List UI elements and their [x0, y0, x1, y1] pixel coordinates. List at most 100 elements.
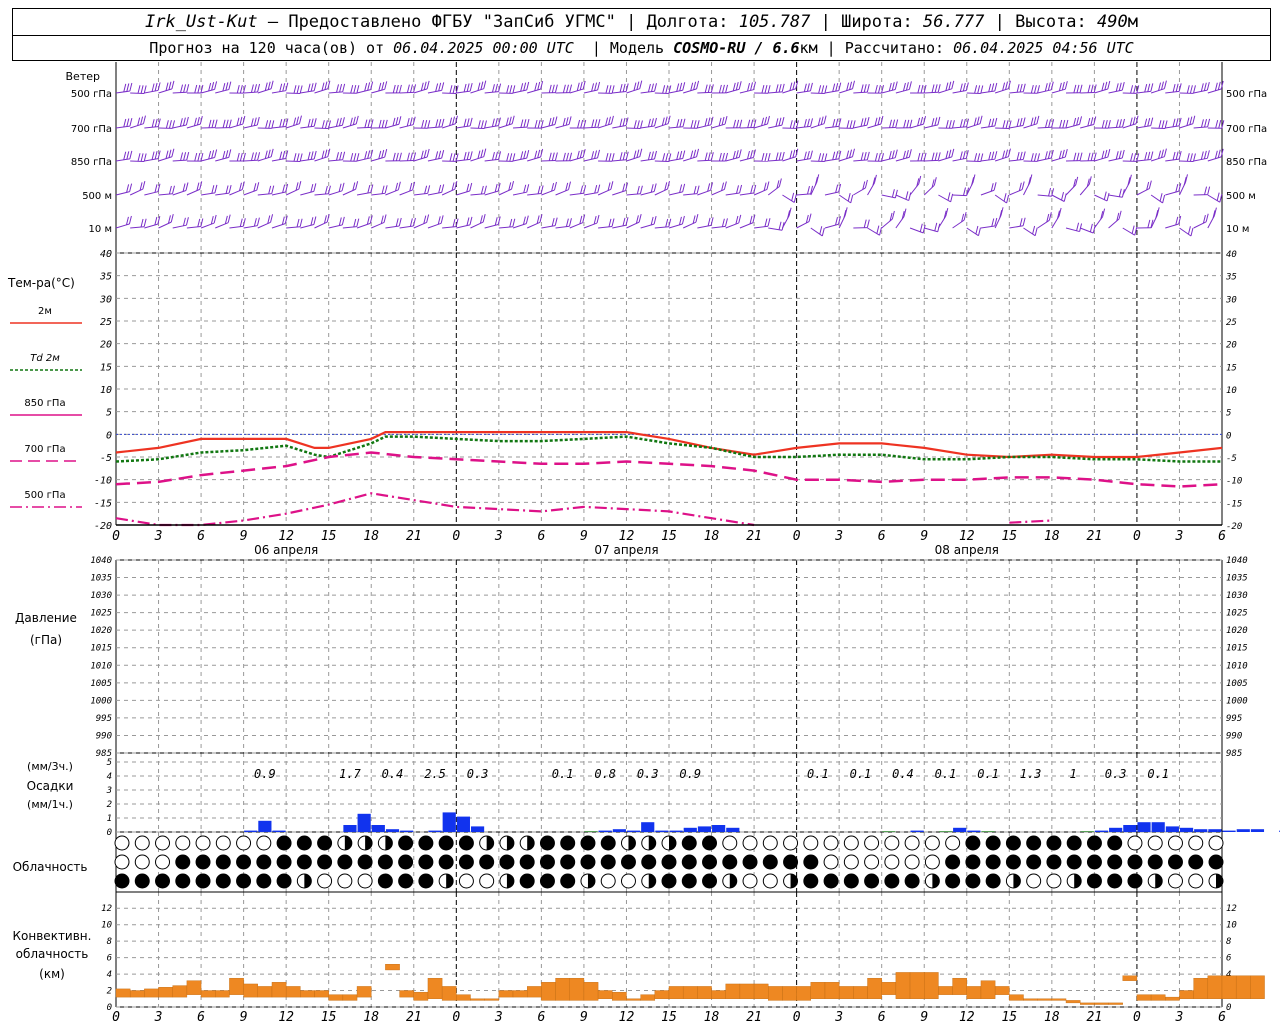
wind-barb-feather	[931, 152, 935, 161]
wind-barb-feather	[608, 116, 612, 125]
wind-barb-feather	[979, 115, 983, 124]
wind-barb-feather	[577, 119, 581, 129]
cloud-symbol	[924, 835, 940, 851]
cloud-symbol	[965, 854, 981, 870]
wind-barb-feather	[1192, 153, 1196, 162]
wind-barb-shaft	[569, 88, 584, 94]
wind-barb-feather	[846, 120, 850, 129]
wind-barb-feather	[778, 178, 782, 187]
wind-barb-feather	[568, 218, 572, 227]
wind-barb-feather	[682, 150, 686, 159]
wind-barb-feather	[183, 152, 187, 161]
cloud-symbol-half	[446, 874, 454, 888]
wind-barb-feather	[639, 148, 643, 157]
wind-barb-feather	[888, 82, 892, 92]
wind-barb-feather	[186, 84, 190, 93]
wind-barb-feather	[789, 150, 793, 159]
wind-barb-shaft	[385, 225, 400, 229]
wind-barb-feather	[426, 214, 430, 223]
wind-barb-shaft	[626, 221, 640, 229]
wind-barb-feather	[562, 152, 566, 161]
precip-unit-1h: (мм/1ч.)	[27, 798, 73, 811]
wind-barb-feather	[137, 85, 141, 94]
wind-barb-shaft	[130, 226, 145, 229]
wind-barb-feather	[1200, 83, 1204, 92]
cloud-symbol	[1026, 873, 1042, 889]
wind-barb-feather	[1159, 193, 1163, 202]
wind-barb-feather	[1144, 118, 1148, 127]
wind-barb-feather	[1032, 225, 1036, 235]
wind-barb-feather	[763, 182, 767, 191]
wind-barb-feather	[210, 216, 214, 225]
wind-barb-feather	[239, 218, 243, 227]
wind-barb-shaft	[286, 226, 301, 229]
precip-bar	[456, 816, 470, 832]
wind-barb-shaft	[796, 158, 811, 162]
wind-barb-feather	[293, 153, 297, 162]
wind-barb-feather	[880, 115, 884, 125]
precip-3h-label: 0.1	[935, 767, 957, 781]
precip-3h-label: 0.1	[807, 767, 829, 781]
wind-barb-feather	[236, 152, 240, 162]
wind-barb-feather	[891, 82, 895, 91]
wind-barb-feather	[483, 185, 487, 194]
wind-barb-feather	[894, 189, 898, 199]
wind-barb-feather	[440, 215, 444, 224]
wind-barb-feather	[668, 218, 672, 227]
wind-barb-feather	[270, 148, 274, 157]
wind-barb-feather	[580, 119, 584, 129]
wind-barb-shaft	[285, 123, 300, 129]
conv-bar	[413, 991, 429, 1001]
wind-barb-shaft	[640, 158, 655, 162]
wind-barb-feather	[721, 182, 725, 191]
wind-barb-feather	[265, 120, 269, 129]
wind-barb-feather	[676, 83, 680, 92]
precip-bar	[669, 830, 683, 832]
wind-barb-feather	[381, 82, 385, 91]
wind-barb-feather	[962, 82, 966, 92]
wind-barb-feather	[665, 153, 669, 162]
wind-barb-shaft	[257, 193, 272, 196]
wind-barb-feather	[788, 207, 792, 216]
wind-barb-feather	[565, 117, 569, 126]
pres-tick-left: 985	[96, 749, 112, 759]
wind-barb-feather	[480, 149, 484, 158]
x-tick-label-bottom: 3	[1175, 1010, 1184, 1024]
cloud-symbol-half	[344, 836, 352, 850]
cloud-symbol-half	[1155, 874, 1163, 888]
wind-barb-feather	[520, 83, 524, 92]
cloud-symbol-half	[304, 874, 312, 888]
wind-barb-feather	[1172, 118, 1176, 127]
wind-barb-feather	[894, 149, 898, 158]
wind-barb-feather	[423, 215, 427, 224]
precip-bar	[910, 830, 924, 832]
wind-barb-shaft	[952, 219, 965, 229]
wind-barb-feather	[1150, 219, 1154, 228]
temp-tick-left: -15	[94, 498, 112, 509]
cloud-symbol	[681, 835, 697, 851]
wind-barb-feather	[310, 118, 314, 127]
wind-barb-feather	[157, 183, 161, 192]
temp-tick-right: -15	[1226, 499, 1242, 509]
wind-barb-feather	[395, 182, 399, 192]
wind-barb-shaft	[683, 156, 697, 162]
precip-bar	[442, 812, 456, 832]
x-tick-label: 18	[704, 529, 720, 544]
wind-barb-feather	[406, 152, 410, 161]
wind-barb-feather	[1104, 119, 1108, 129]
wind-barb-feather	[789, 82, 793, 91]
cloud-symbol	[357, 854, 373, 870]
wind-barb-shaft	[597, 188, 612, 196]
wind-barb-feather	[889, 212, 893, 222]
precip-bar	[1109, 827, 1123, 832]
wind-barb-shaft	[753, 189, 768, 196]
cloud-symbol	[317, 873, 333, 889]
wind-barb-feather	[821, 85, 825, 94]
wind-barb-feather	[285, 150, 289, 159]
wind-barb-feather	[1022, 217, 1026, 226]
wind-barb-feather	[143, 218, 147, 227]
wind-barb-feather	[888, 151, 892, 160]
wind-barb-feather	[579, 215, 583, 224]
wind-barb-feather	[1150, 151, 1154, 160]
wind-barb-feather	[282, 118, 286, 127]
